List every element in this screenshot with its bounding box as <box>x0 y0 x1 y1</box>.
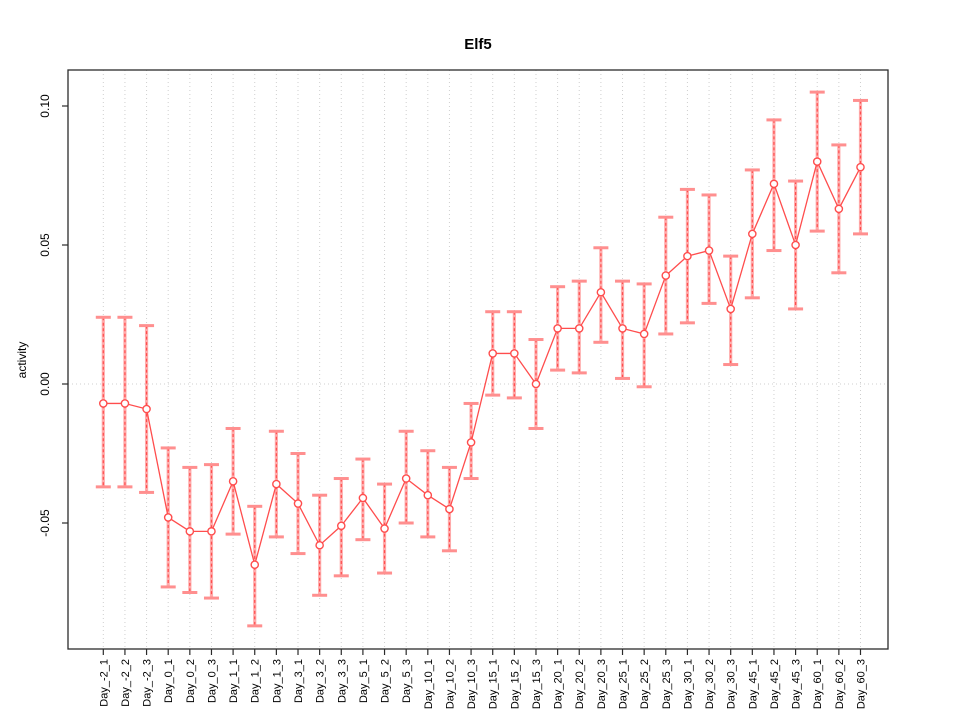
data-point-marker <box>185 527 195 536</box>
x-tick-label: Day_1_2 <box>250 659 262 703</box>
data-point-marker <box>272 479 281 489</box>
x-tick-label: Day_20_3 <box>596 659 608 709</box>
x-tick-label: Day_25_1 <box>618 659 630 709</box>
data-point-marker <box>336 521 346 531</box>
x-tick-label: Day_3_3 <box>336 659 348 703</box>
x-tick-label: Day_45_3 <box>791 659 803 709</box>
y-tick-label: -0.05 <box>38 509 52 537</box>
data-point-marker <box>293 499 303 508</box>
data-point-marker <box>228 476 238 486</box>
data-point-marker <box>791 240 800 250</box>
x-tick-label: Day_20_1 <box>553 659 565 709</box>
x-tick-label: Day_15_1 <box>488 659 500 709</box>
data-point-marker <box>445 504 454 514</box>
x-tick-label: Day_5_2 <box>380 659 392 703</box>
x-tick-label: Day_20_2 <box>574 659 586 709</box>
x-tick-label: Day_5_1 <box>358 659 370 703</box>
x-tick-label: Day_3_2 <box>315 659 327 703</box>
data-point-marker <box>510 349 519 358</box>
x-tick-label: Day_45_1 <box>747 659 759 709</box>
data-point-marker <box>683 251 692 261</box>
data-point-marker <box>639 329 649 339</box>
x-tick-label: Day_30_3 <box>726 659 738 709</box>
data-point-marker <box>834 204 844 214</box>
data-point-marker <box>380 524 389 533</box>
data-point-marker <box>423 490 433 500</box>
data-point-marker <box>726 304 735 314</box>
data-point-marker <box>120 399 130 408</box>
data-point-marker <box>618 324 627 333</box>
x-tick-label: Day_5_3 <box>401 659 413 703</box>
data-point-marker <box>315 540 324 550</box>
plot-frame <box>67 69 889 650</box>
y-tick-label: 0.05 <box>38 233 52 257</box>
x-tick-label: Day_60_3 <box>855 659 867 709</box>
x-tick-label: Day_25_3 <box>661 659 673 709</box>
data-point-marker <box>358 493 368 503</box>
x-tick-label: Day_1_1 <box>228 659 240 703</box>
data-point-marker <box>596 287 606 297</box>
data-point-marker <box>250 560 260 570</box>
data-point-marker <box>401 474 411 483</box>
data-point-marker <box>99 399 108 408</box>
data-point-marker <box>163 513 173 522</box>
mean-line <box>103 159 862 568</box>
data-point-marker <box>142 404 151 414</box>
x-tick-label: Day_-2_2 <box>120 659 132 707</box>
data-point-marker <box>488 349 498 358</box>
data-point-marker <box>812 157 822 166</box>
x-tick-label: Day_0_1 <box>163 659 175 703</box>
x-tick-label: Day_1_3 <box>271 659 283 703</box>
x-tick-label: Day_0_3 <box>206 659 218 703</box>
data-point-marker <box>466 438 476 447</box>
data-point-marker <box>574 324 584 333</box>
x-tick-label: Day_3_1 <box>293 659 305 703</box>
x-tick-label: Day_10_1 <box>423 659 435 709</box>
x-tick-label: Day_0_2 <box>185 659 197 703</box>
data-point-marker <box>704 246 714 255</box>
x-tick-label: Day_-2_3 <box>142 659 154 707</box>
data-point-marker <box>553 324 562 333</box>
x-tick-label: Day_45_2 <box>769 659 781 709</box>
x-tick-label: Day_30_1 <box>682 659 694 709</box>
data-point-marker <box>856 162 865 172</box>
data-point-marker <box>531 379 541 389</box>
x-tick-label: Day_15_3 <box>531 659 543 709</box>
data-point-marker <box>748 229 757 239</box>
data-point-marker <box>661 271 671 280</box>
x-tick-label: Day_-2_1 <box>98 659 110 707</box>
x-tick-label: Day_60_2 <box>834 659 846 709</box>
x-tick-label: Day_10_3 <box>466 659 478 709</box>
data-point-marker <box>207 527 216 536</box>
x-tick-label: Day_10_2 <box>444 659 456 709</box>
y-axis-label: activity <box>15 341 29 379</box>
x-tick-label: Day_60_1 <box>812 659 824 709</box>
data-point-marker <box>769 179 779 189</box>
y-tick-label: 0.10 <box>38 94 52 118</box>
y-tick-label: 0.00 <box>38 372 52 396</box>
x-tick-label: Day_25_2 <box>639 659 651 709</box>
x-tick-label: Day_30_2 <box>704 659 716 709</box>
chart-title: Elf5 <box>464 36 492 53</box>
x-tick-label: Day_15_2 <box>509 659 521 709</box>
